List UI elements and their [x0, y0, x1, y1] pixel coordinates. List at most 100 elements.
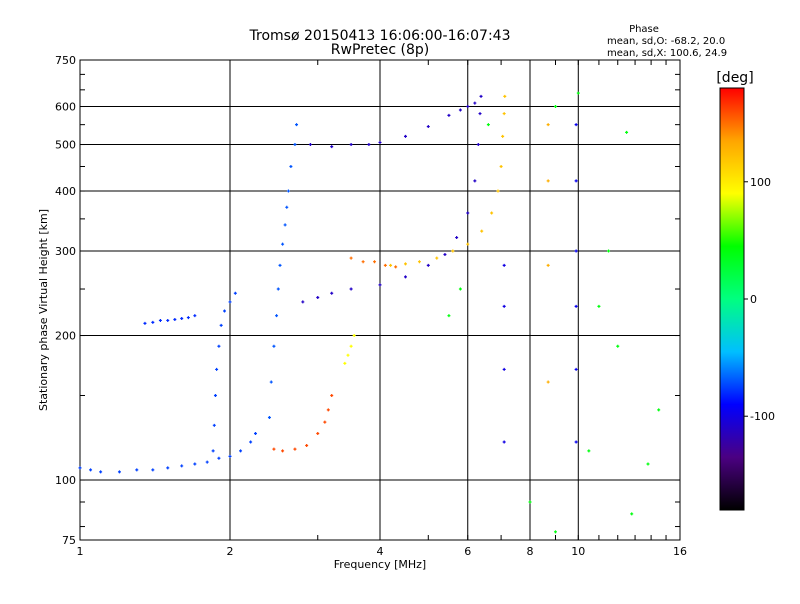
- data-point: [466, 211, 470, 215]
- data-point: [301, 300, 305, 304]
- data-point: [451, 249, 455, 253]
- data-point: [233, 291, 237, 295]
- colorbar: 100 0 -100: [719, 87, 775, 511]
- data-point: [330, 145, 334, 149]
- data-point: [403, 262, 407, 266]
- data-point: [211, 449, 215, 453]
- data-point: [373, 260, 377, 264]
- data-point: [378, 283, 382, 287]
- data-point: [239, 449, 243, 453]
- data-point: [378, 140, 382, 144]
- plot-area: 1 2 4 6 8 10 16 75 100 200 300 400 500 600 750: [55, 54, 687, 558]
- data-point: [272, 447, 276, 451]
- data-point: [367, 143, 371, 147]
- data-point: [501, 134, 505, 138]
- data-point: [89, 468, 93, 472]
- data-point: [349, 256, 353, 260]
- data-point: [166, 466, 170, 470]
- data-point: [455, 236, 459, 240]
- data-point: [546, 179, 550, 183]
- x-tick-label: 16: [673, 545, 687, 558]
- data-point: [349, 344, 353, 348]
- y-tick-label: 600: [55, 101, 76, 114]
- data-point: [502, 440, 506, 444]
- data-point: [435, 256, 439, 260]
- data-point: [361, 260, 365, 264]
- trace-group: [267, 123, 299, 419]
- y-tick-label: 500: [55, 139, 76, 152]
- data-point: [212, 423, 216, 427]
- data-point: [646, 462, 650, 466]
- data-point: [326, 408, 330, 412]
- data-point: [293, 143, 297, 147]
- colorbar-tick-label: 0: [750, 293, 757, 306]
- data-point: [502, 367, 506, 371]
- data-point: [657, 408, 661, 412]
- data-point: [228, 454, 232, 458]
- data-point: [473, 179, 477, 183]
- data-point: [323, 420, 327, 424]
- data-point: [503, 94, 507, 98]
- trace-group: [349, 256, 398, 269]
- data-point: [278, 263, 282, 267]
- data-point: [574, 440, 578, 444]
- x-axis-label: Frequency [MHz]: [334, 558, 426, 571]
- data-point: [316, 432, 320, 436]
- data-point: [389, 263, 393, 267]
- data-point: [286, 189, 290, 193]
- data-point: [466, 242, 470, 246]
- trace-group: [143, 314, 197, 325]
- colorbar-tick-label: 100: [750, 176, 771, 189]
- data-point: [473, 101, 477, 105]
- data-point: [281, 449, 285, 453]
- data-point: [630, 512, 634, 516]
- data-point: [330, 394, 334, 398]
- data-point: [574, 123, 578, 127]
- trace-group: [301, 94, 483, 304]
- data-point: [383, 263, 387, 267]
- trace-group: [308, 101, 477, 149]
- data-point: [426, 125, 430, 129]
- trace-group: [211, 291, 237, 453]
- data-point: [151, 320, 155, 324]
- data-point: [180, 464, 184, 468]
- data-point: [316, 296, 320, 300]
- trace-group: [389, 94, 507, 267]
- data-point: [285, 205, 289, 209]
- data-point: [607, 249, 611, 253]
- data-point: [625, 130, 629, 134]
- data-point: [349, 143, 353, 147]
- data-point: [180, 317, 184, 321]
- data-point: [574, 304, 578, 308]
- data-point: [574, 249, 578, 253]
- data-point: [403, 275, 407, 279]
- trace-group: [272, 394, 334, 453]
- data-point: [267, 415, 271, 419]
- data-points: [78, 91, 661, 534]
- data-point: [205, 460, 209, 464]
- data-point: [616, 344, 620, 348]
- trace-group: [447, 91, 661, 534]
- x-tick-label: 1: [77, 545, 84, 558]
- y-axis-label: Stationary phase Virtual Height [km]: [37, 209, 50, 411]
- data-point: [283, 223, 287, 227]
- data-point: [466, 105, 470, 109]
- data-point: [496, 189, 500, 193]
- data-point: [215, 367, 219, 371]
- data-point: [499, 164, 503, 168]
- data-point: [458, 108, 462, 112]
- colorbar-label: [deg]: [716, 70, 753, 86]
- colorbar-gradient: [719, 87, 745, 511]
- data-point: [346, 353, 350, 357]
- data-point: [490, 211, 494, 215]
- data-point: [135, 468, 139, 472]
- y-tick-label: 400: [55, 185, 76, 198]
- data-point: [343, 361, 347, 365]
- data-point: [213, 394, 217, 398]
- trace-group: [343, 334, 356, 365]
- data-point: [330, 291, 334, 295]
- data-point: [349, 287, 353, 291]
- stats-title: Phase: [629, 24, 659, 35]
